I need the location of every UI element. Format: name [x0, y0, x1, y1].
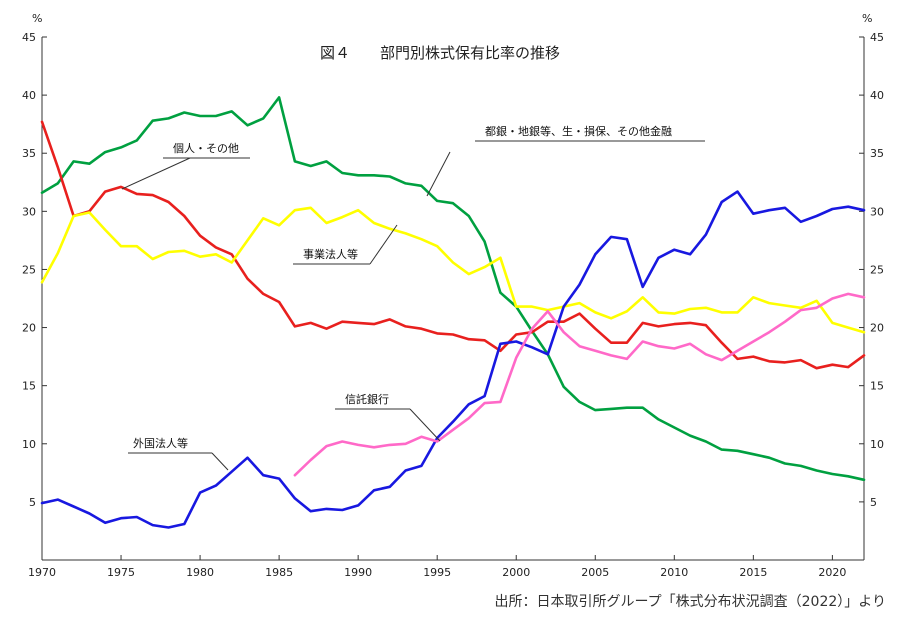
y-unit-left: %: [32, 12, 42, 25]
source-note: 出所：日本取引所グループ「株式分布状況調査（2022）」より: [494, 594, 886, 610]
x-tick-label: 2010: [660, 566, 688, 579]
y-tick-label: 45: [870, 31, 884, 44]
series-line-trust-banks: [293, 292, 866, 477]
y-unit-right: %: [862, 12, 872, 25]
chart-series-lines: [40, 96, 866, 529]
callout-label-financial-institutions: 都銀・地銀等、生・損保、その他金融: [485, 124, 672, 138]
callout-leader: [409, 408, 441, 442]
chart-axes: [41, 37, 865, 561]
x-tick-label: 2020: [818, 566, 846, 579]
callout-leader: [426, 151, 451, 197]
y-tick-label: 15: [870, 380, 884, 393]
y-tick-label: 30: [22, 205, 36, 218]
x-tick-label: 1980: [186, 566, 214, 579]
y-tick-label: 10: [22, 438, 36, 451]
x-tick-label: 2015: [739, 566, 767, 579]
x-tick-label: 1975: [107, 566, 135, 579]
y-tick-label: 45: [22, 31, 36, 44]
callout-label-foreign-corporations: 信託銀行: [345, 392, 389, 406]
y-tick-label: 40: [870, 89, 884, 102]
series-line-individuals-others: [40, 120, 866, 370]
x-tick-label: 2000: [502, 566, 530, 579]
callout-leader: [121, 157, 191, 190]
y-tick-label: 35: [870, 147, 884, 160]
y-tick-label: 20: [870, 322, 884, 335]
series-line-foreign-corporations: [40, 190, 866, 529]
y-tick-label: 15: [22, 380, 36, 393]
x-tick-label: 1985: [265, 566, 293, 579]
y-tick-label: 10: [870, 438, 884, 451]
callout-label-trust-banks: 外国法人等: [133, 436, 188, 450]
x-tick-label: 2005: [581, 566, 609, 579]
x-tick-label: 1970: [28, 566, 56, 579]
y-tick-label: 40: [22, 89, 36, 102]
series-line-financial-institutions: [40, 96, 866, 482]
y-tick-label: 25: [22, 263, 36, 276]
callout-label-business-corporations: 事業法人等: [303, 247, 358, 261]
x-tick-label: 1995: [423, 566, 451, 579]
chart-title: 図４ 部門別株式保有比率の推移: [320, 44, 560, 62]
callout-leader: [369, 224, 398, 265]
callout-leader: [211, 452, 229, 471]
y-tick-label: 5: [29, 496, 36, 509]
x-tick-label: 1990: [344, 566, 372, 579]
y-tick-label: 20: [22, 322, 36, 335]
y-tick-label: 5: [870, 496, 877, 509]
y-tick-label: 25: [870, 263, 884, 276]
y-tick-label: 35: [22, 147, 36, 160]
callout-label-individuals-others: 個人・その他: [173, 142, 239, 155]
y-tick-label: 30: [870, 205, 884, 218]
series-line-business-corporations: [40, 206, 866, 334]
